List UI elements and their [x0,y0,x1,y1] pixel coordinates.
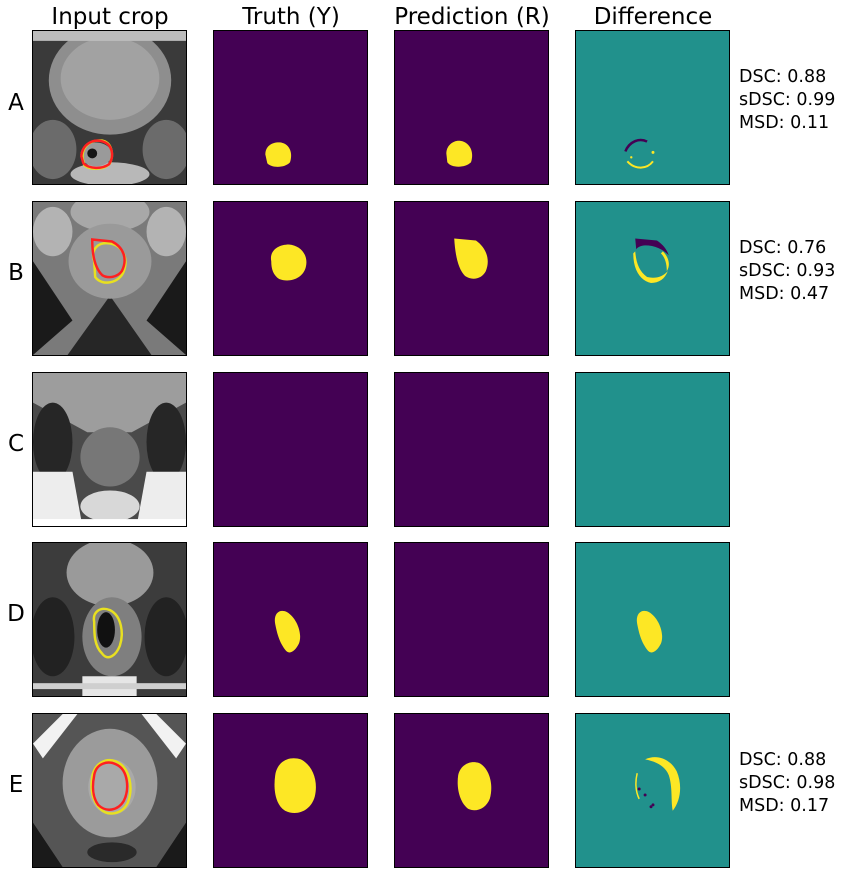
msd-value: MSD: 0.47 [739,284,830,304]
truth-mask-e [213,713,368,868]
input-crop-e [32,713,187,868]
sdsc-value: sDSC: 0.98 [739,773,836,793]
dsc-value: DSC: 0.88 [739,750,827,770]
sdsc-value: sDSC: 0.99 [739,90,836,110]
metrics-b: DSC: 0.76 sDSC: 0.93 MSD: 0.47 [739,237,835,306]
prediction-mask-b [394,201,549,356]
dsc-value: DSC: 0.88 [739,67,827,87]
row-label-a: A [8,90,24,116]
column-header-truth: Truth (Y) [242,4,340,30]
prediction-mask-c [394,372,549,527]
column-header-input-crop: Input crop [51,4,169,30]
row-label-e: E [8,772,24,798]
msd-value: MSD: 0.11 [739,113,830,133]
prediction-mask-a [394,30,549,185]
row-label-c: C [7,431,25,457]
difference-map-b [575,201,730,356]
metrics-e: DSC: 0.88 sDSC: 0.98 MSD: 0.17 [739,749,835,818]
row-label-d: D [7,601,25,627]
difference-map-e [575,713,730,868]
truth-mask-a [213,30,368,185]
input-crop-a [32,30,187,185]
column-header-prediction: Prediction (R) [394,4,550,30]
input-crop-d [32,542,187,697]
row-label-b: B [8,260,24,286]
input-crop-c [32,372,187,527]
input-crop-b [32,201,187,356]
metrics-a: DSC: 0.88 sDSC: 0.99 MSD: 0.11 [739,66,835,135]
sdsc-value: sDSC: 0.93 [739,261,836,281]
truth-mask-c [213,372,368,527]
prediction-mask-e [394,713,549,868]
difference-map-a [575,30,730,185]
difference-map-c [575,372,730,527]
truth-mask-d [213,542,368,697]
truth-mask-b [213,201,368,356]
dsc-value: DSC: 0.76 [739,238,827,258]
prediction-mask-d [394,542,549,697]
difference-map-d [575,542,730,697]
msd-value: MSD: 0.17 [739,796,830,816]
column-header-difference: Difference [593,4,713,30]
